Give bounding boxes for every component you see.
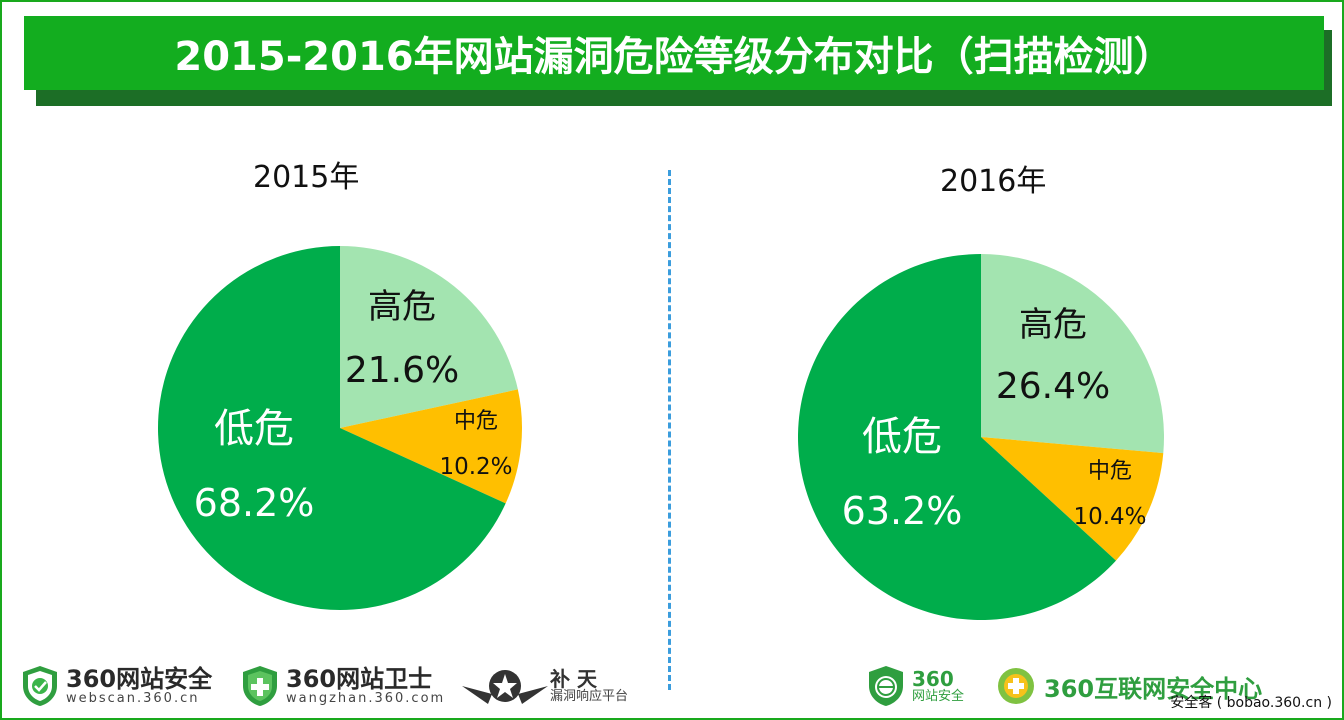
logo-wangzhan-sub: wangzhan.360.com bbox=[286, 691, 446, 707]
pie-2015-title: 2015年 bbox=[253, 160, 360, 195]
pie-1-slice-0-label: 高危 bbox=[1019, 305, 1087, 345]
pie-0-slice-1-value: 10.2% bbox=[439, 454, 512, 480]
logo-360-webscan-name: 360 bbox=[912, 666, 954, 691]
pie-1-slice-0-value: 26.4% bbox=[996, 366, 1110, 407]
logo-webscan-name: 360网站安全 bbox=[66, 664, 213, 693]
dashed-divider bbox=[668, 170, 671, 690]
logo-webscan: 360网站安全 webscan.360.cn bbox=[20, 664, 212, 708]
logo-webscan-sub: webscan.360.cn bbox=[66, 691, 200, 707]
pie-1-slice-2 bbox=[797, 254, 1116, 620]
pie-1-slice-1 bbox=[981, 437, 1164, 561]
pie-0-slice-0-label: 高危 bbox=[368, 287, 436, 327]
logo-butian-sub: 漏洞响应平台 bbox=[550, 688, 629, 704]
logo-butian-name: 补 天 bbox=[550, 666, 597, 691]
pie-1-slice-2-label: 低危 bbox=[862, 414, 942, 460]
pie-0-slice-0 bbox=[340, 246, 518, 428]
pie-0-slice-2-label: 低危 bbox=[214, 406, 294, 452]
logo-360-center-name: 360互联网安全中心 bbox=[1044, 674, 1263, 703]
pie-1-slice-2-value: 63.2% bbox=[842, 489, 963, 533]
logo-360-webscan: 360 网站安全 bbox=[866, 664, 964, 708]
pie-1-slice-1-label: 中危 bbox=[1088, 459, 1132, 484]
pie-2015: 高危 21.6% 中危 10.2% 低危 68.2% bbox=[158, 246, 522, 611]
shield-globe-icon bbox=[869, 666, 903, 706]
pie-0-slice-0-value: 21.6% bbox=[345, 350, 459, 391]
pie-1-slice-0 bbox=[981, 254, 1164, 454]
pie-0-slice-2 bbox=[158, 246, 506, 611]
pie-0-slice-2-value: 68.2% bbox=[194, 481, 315, 525]
chart-title: 2015-2016年网站漏洞危险等级分布对比（扫描检测） bbox=[24, 16, 1324, 90]
logo-wangzhan: 360网站卫士 wangzhan.360.com bbox=[240, 664, 445, 708]
logo-wangzhan-name: 360网站卫士 bbox=[286, 664, 433, 693]
shield-plus-icon bbox=[243, 666, 277, 706]
pie-2016: 高危 26.4% 中危 10.4% 低危 63.2% bbox=[797, 254, 1164, 620]
pie-0-slice-1 bbox=[340, 389, 522, 504]
star-wing-icon bbox=[462, 670, 548, 704]
pie-2016-title: 2016年 bbox=[940, 164, 1047, 199]
logo-360-center: 360互联网安全中心 bbox=[996, 666, 1262, 706]
logo-360-webscan-sub: 网站安全 bbox=[912, 688, 965, 704]
pie-1-slice-1-value: 10.4% bbox=[1073, 504, 1146, 530]
watermark: 安全客 ( bobao.360.cn ) bbox=[1170, 695, 1332, 711]
logo-butian: 补 天 漏洞响应平台 bbox=[462, 664, 628, 708]
pie-0-slice-1-label: 中危 bbox=[454, 409, 498, 434]
shield-check-icon bbox=[23, 666, 57, 706]
circle-plus-icon bbox=[998, 668, 1034, 704]
